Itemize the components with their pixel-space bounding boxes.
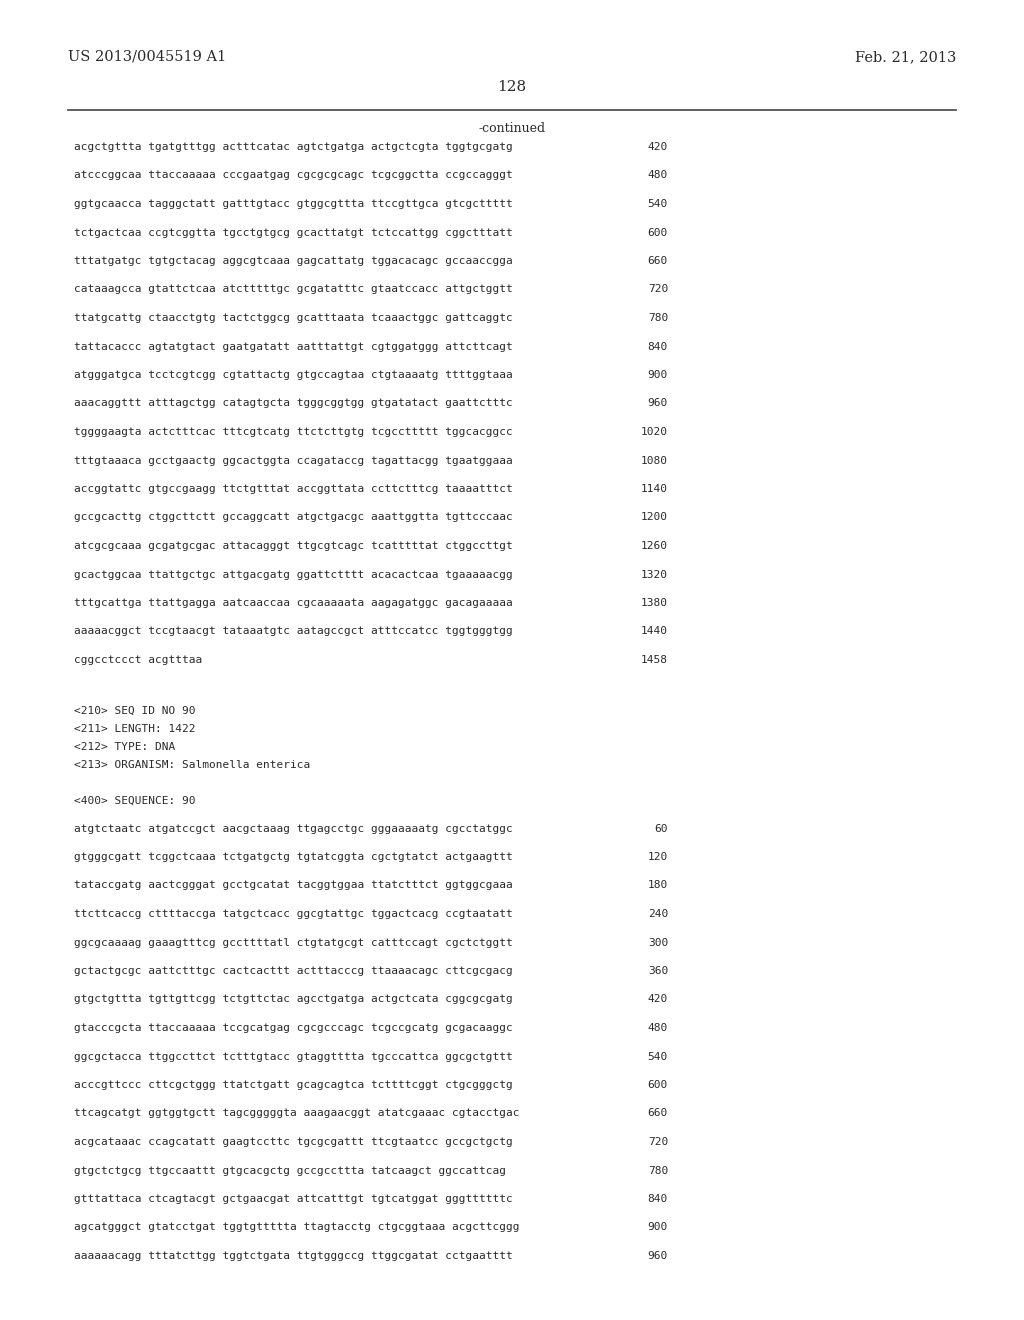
Text: atgggatgca tcctcgtcgg cgtattactg gtgccagtaa ctgtaaaatg ttttggtaaa: atgggatgca tcctcgtcgg cgtattactg gtgccag… xyxy=(74,370,513,380)
Text: 720: 720 xyxy=(648,1137,668,1147)
Text: gctactgcgc aattctttgc cactcacttt actttacccg ttaaaacagc cttcgcgacg: gctactgcgc aattctttgc cactcacttt actttac… xyxy=(74,966,513,975)
Text: tttatgatgc tgtgctacag aggcgtcaaa gagcattatg tggacacagc gccaaccgga: tttatgatgc tgtgctacag aggcgtcaaa gagcatt… xyxy=(74,256,513,267)
Text: 900: 900 xyxy=(648,370,668,380)
Text: 60: 60 xyxy=(654,824,668,833)
Text: tggggaagta actctttcac tttcgtcatg ttctcttgtg tcgccttttt tggcacggcc: tggggaagta actctttcac tttcgtcatg ttctctt… xyxy=(74,426,513,437)
Text: atgtctaatc atgatccgct aacgctaaag ttgagcctgc gggaaaaatg cgcctatggc: atgtctaatc atgatccgct aacgctaaag ttgagcc… xyxy=(74,824,513,833)
Text: atcgcgcaaa gcgatgcgac attacagggt ttgcgtcagc tcatttttat ctggccttgt: atcgcgcaaa gcgatgcgac attacagggt ttgcgtc… xyxy=(74,541,513,550)
Text: <400> SEQUENCE: 90: <400> SEQUENCE: 90 xyxy=(74,796,196,805)
Text: cggcctccct acgtttaa: cggcctccct acgtttaa xyxy=(74,655,203,665)
Text: <210> SEQ ID NO 90: <210> SEQ ID NO 90 xyxy=(74,705,196,715)
Text: ttcagcatgt ggtggtgctt tagcgggggta aaagaacggt atatcgaaac cgtacctgac: ttcagcatgt ggtggtgctt tagcgggggta aaagaa… xyxy=(74,1109,519,1118)
Text: gtacccgcta ttaccaaaaa tccgcatgag cgcgcccagc tcgccgcatg gcgacaaggc: gtacccgcta ttaccaaaaa tccgcatgag cgcgccc… xyxy=(74,1023,513,1034)
Text: gtttattaca ctcagtacgt gctgaacgat attcatttgt tgtcatggat gggttttttc: gtttattaca ctcagtacgt gctgaacgat attcatt… xyxy=(74,1195,513,1204)
Text: 360: 360 xyxy=(648,966,668,975)
Text: 900: 900 xyxy=(648,1222,668,1233)
Text: gtgctgttta tgttgttcgg tctgttctac agcctgatga actgctcata cggcgcgatg: gtgctgttta tgttgttcgg tctgttctac agcctga… xyxy=(74,994,513,1005)
Text: 1140: 1140 xyxy=(641,484,668,494)
Text: ggcgcaaaag gaaagtttcg gccttttatl ctgtatgcgt catttccagt cgctctggtt: ggcgcaaaag gaaagtttcg gccttttatl ctgtatg… xyxy=(74,937,513,948)
Text: 540: 540 xyxy=(648,199,668,209)
Text: 660: 660 xyxy=(648,1109,668,1118)
Text: 1200: 1200 xyxy=(641,512,668,523)
Text: acccgttccc cttcgctggg ttatctgatt gcagcagtca tcttttcggt ctgcgggctg: acccgttccc cttcgctggg ttatctgatt gcagcag… xyxy=(74,1080,513,1090)
Text: 300: 300 xyxy=(648,937,668,948)
Text: ggtgcaacca tagggctatt gatttgtacc gtggcgttta ttccgttgca gtcgcttttt: ggtgcaacca tagggctatt gatttgtacc gtggcgt… xyxy=(74,199,513,209)
Text: 1440: 1440 xyxy=(641,627,668,636)
Text: 840: 840 xyxy=(648,1195,668,1204)
Text: 480: 480 xyxy=(648,1023,668,1034)
Text: 240: 240 xyxy=(648,909,668,919)
Text: gtgctctgcg ttgccaattt gtgcacgctg gccgccttta tatcaagct ggccattcag: gtgctctgcg ttgccaattt gtgcacgctg gccgcct… xyxy=(74,1166,506,1176)
Text: 600: 600 xyxy=(648,1080,668,1090)
Text: 780: 780 xyxy=(648,1166,668,1176)
Text: agcatgggct gtatcctgat tggtgttttta ttagtacctg ctgcggtaaa acgcttcggg: agcatgggct gtatcctgat tggtgttttta ttagta… xyxy=(74,1222,519,1233)
Text: 480: 480 xyxy=(648,170,668,181)
Text: ttatgcattg ctaacctgtg tactctggcg gcatttaata tcaaactggc gattcaggtc: ttatgcattg ctaacctgtg tactctggcg gcattta… xyxy=(74,313,513,323)
Text: aaacaggttt atttagctgg catagtgcta tgggcggtgg gtgatatact gaattctttc: aaacaggttt atttagctgg catagtgcta tgggcgg… xyxy=(74,399,513,408)
Text: US 2013/0045519 A1: US 2013/0045519 A1 xyxy=(68,50,226,63)
Text: tattacaccc agtatgtact gaatgatatt aatttattgt cgtggatggg attcttcagt: tattacaccc agtatgtact gaatgatatt aatttat… xyxy=(74,342,513,351)
Text: 540: 540 xyxy=(648,1052,668,1061)
Text: acgctgttta tgatgtttgg actttcatac agtctgatga actgctcgta tggtgcgatg: acgctgttta tgatgtttgg actttcatac agtctga… xyxy=(74,143,513,152)
Text: acgcataaac ccagcatatt gaagtccttc tgcgcgattt ttcgtaatcc gccgctgctg: acgcataaac ccagcatatt gaagtccttc tgcgcga… xyxy=(74,1137,513,1147)
Text: ttcttcaccg cttttaccga tatgctcacc ggcgtattgc tggactcacg ccgtaatatt: ttcttcaccg cttttaccga tatgctcacc ggcgtat… xyxy=(74,909,513,919)
Text: 960: 960 xyxy=(648,1251,668,1261)
Text: <213> ORGANISM: Salmonella enterica: <213> ORGANISM: Salmonella enterica xyxy=(74,759,310,770)
Text: Feb. 21, 2013: Feb. 21, 2013 xyxy=(855,50,956,63)
Text: gtgggcgatt tcggctcaaa tctgatgctg tgtatcggta cgctgtatct actgaagttt: gtgggcgatt tcggctcaaa tctgatgctg tgtatcg… xyxy=(74,851,513,862)
Text: gcactggcaa ttattgctgc attgacgatg ggattctttt acacactcaa tgaaaaacgg: gcactggcaa ttattgctgc attgacgatg ggattct… xyxy=(74,569,513,579)
Text: 420: 420 xyxy=(648,143,668,152)
Text: 180: 180 xyxy=(648,880,668,891)
Text: ggcgctacca ttggccttct tctttgtacc gtaggtttta tgcccattca ggcgctgttt: ggcgctacca ttggccttct tctttgtacc gtaggtt… xyxy=(74,1052,513,1061)
Text: 1380: 1380 xyxy=(641,598,668,609)
Text: <211> LENGTH: 1422: <211> LENGTH: 1422 xyxy=(74,723,196,734)
Text: cataaagcca gtattctcaa atctttttgc gcgatatttc gtaatccacc attgctggtt: cataaagcca gtattctcaa atctttttgc gcgatat… xyxy=(74,285,513,294)
Text: <212> TYPE: DNA: <212> TYPE: DNA xyxy=(74,742,175,751)
Text: 1458: 1458 xyxy=(641,655,668,665)
Text: 1020: 1020 xyxy=(641,426,668,437)
Text: 1320: 1320 xyxy=(641,569,668,579)
Text: -continued: -continued xyxy=(478,121,546,135)
Text: tttgcattga ttattgagga aatcaaccaa cgcaaaaata aagagatggc gacagaaaaa: tttgcattga ttattgagga aatcaaccaa cgcaaaa… xyxy=(74,598,513,609)
Text: 1080: 1080 xyxy=(641,455,668,466)
Text: gccgcacttg ctggcttctt gccaggcatt atgctgacgc aaattggtta tgttcccaac: gccgcacttg ctggcttctt gccaggcatt atgctga… xyxy=(74,512,513,523)
Text: aaaaacggct tccgtaacgt tataaatgtc aatagccgct atttccatcc tggtgggtgg: aaaaacggct tccgtaacgt tataaatgtc aatagcc… xyxy=(74,627,513,636)
Text: 1260: 1260 xyxy=(641,541,668,550)
Text: 420: 420 xyxy=(648,994,668,1005)
Text: 960: 960 xyxy=(648,399,668,408)
Text: 840: 840 xyxy=(648,342,668,351)
Text: tctgactcaa ccgtcggtta tgcctgtgcg gcacttatgt tctccattgg cggctttatt: tctgactcaa ccgtcggtta tgcctgtgcg gcactta… xyxy=(74,227,513,238)
Text: 128: 128 xyxy=(498,81,526,94)
Text: tttgtaaaca gcctgaactg ggcactggta ccagataccg tagattacgg tgaatggaaa: tttgtaaaca gcctgaactg ggcactggta ccagata… xyxy=(74,455,513,466)
Text: 660: 660 xyxy=(648,256,668,267)
Text: tataccgatg aactcgggat gcctgcatat tacggtggaa ttatctttct ggtggcgaaa: tataccgatg aactcgggat gcctgcatat tacggtg… xyxy=(74,880,513,891)
Text: accggtattc gtgccgaagg ttctgtttat accggttata ccttctttcg taaaatttct: accggtattc gtgccgaagg ttctgtttat accggtt… xyxy=(74,484,513,494)
Text: 720: 720 xyxy=(648,285,668,294)
Text: aaaaaacagg tttatcttgg tggtctgata ttgtgggccg ttggcgatat cctgaatttt: aaaaaacagg tttatcttgg tggtctgata ttgtggg… xyxy=(74,1251,513,1261)
Text: 600: 600 xyxy=(648,227,668,238)
Text: 120: 120 xyxy=(648,851,668,862)
Text: 780: 780 xyxy=(648,313,668,323)
Text: atcccggcaa ttaccaaaaa cccgaatgag cgcgcgcagc tcgcggctta ccgccagggt: atcccggcaa ttaccaaaaa cccgaatgag cgcgcgc… xyxy=(74,170,513,181)
